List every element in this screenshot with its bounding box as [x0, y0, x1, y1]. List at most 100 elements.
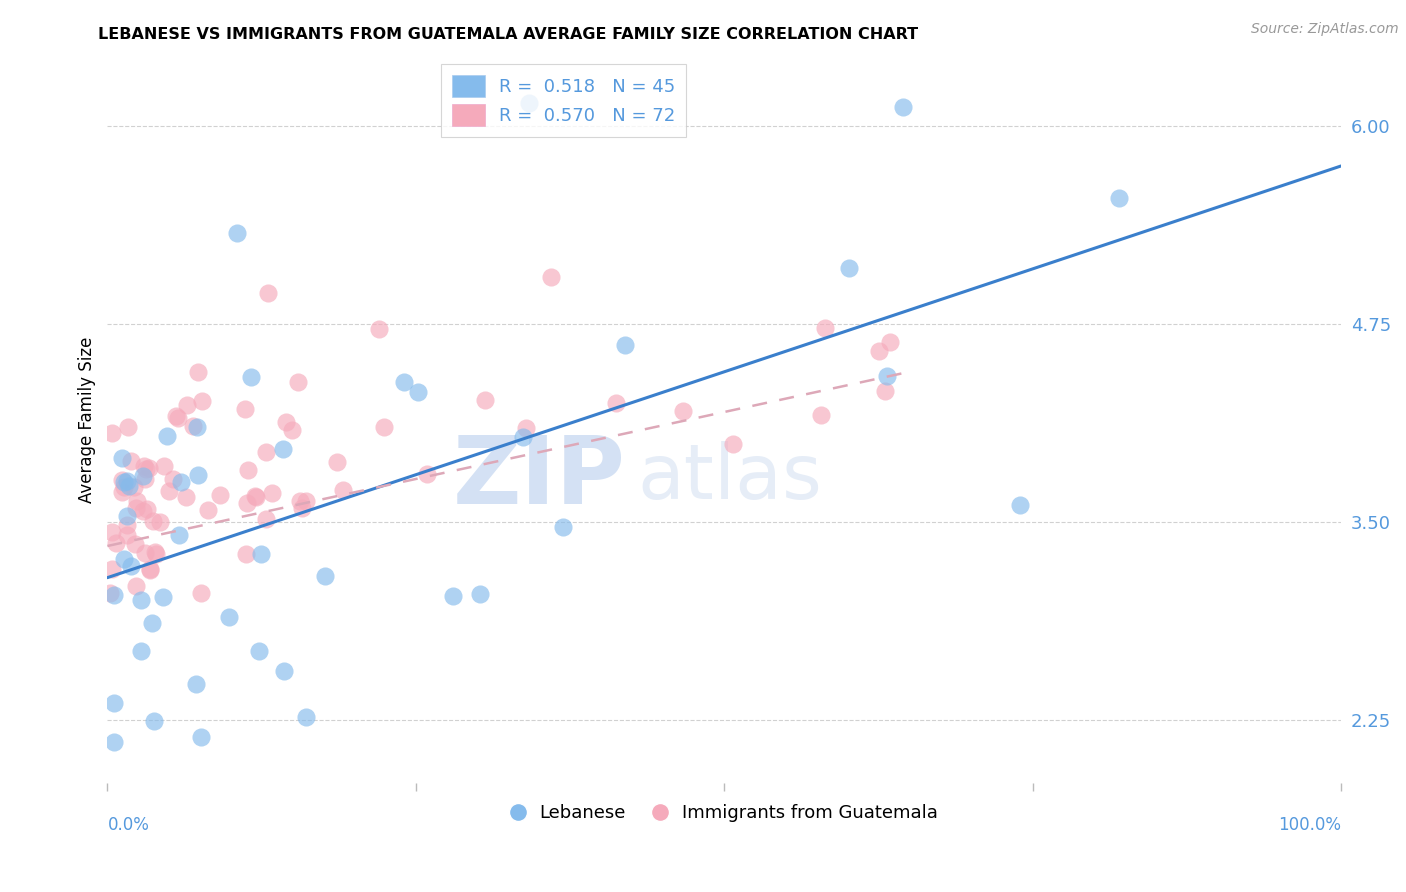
Point [139, 562, 162, 576]
Point [145, 547, 167, 561]
Point [614, 337, 637, 351]
Point [295, 710, 318, 724]
Point [112, 551, 135, 566]
Point [100, 426, 122, 441]
Point [135, 462, 157, 476]
Point [235, 548, 257, 562]
Point [873, 384, 896, 398]
Point [131, 592, 153, 607]
Point [115, 518, 138, 533]
Point [138, 461, 160, 475]
Point [672, 403, 695, 417]
Point [134, 546, 156, 560]
Point [373, 420, 395, 434]
Point [122, 480, 145, 494]
Point [868, 343, 890, 358]
Point [273, 664, 295, 678]
Point [132, 504, 155, 518]
Point [197, 502, 219, 516]
Point [103, 734, 125, 748]
Point [295, 494, 318, 508]
Text: 100.0%: 100.0% [1278, 816, 1341, 834]
Text: Source: ZipAtlas.com: Source: ZipAtlas.com [1251, 22, 1399, 37]
Point [101, 562, 124, 576]
Point [190, 730, 212, 744]
Point [838, 261, 860, 276]
Point [287, 375, 309, 389]
Point [131, 644, 153, 658]
Point [174, 490, 197, 504]
Point [1108, 191, 1130, 205]
Point [254, 512, 277, 526]
Point [814, 320, 837, 334]
Point [367, 322, 389, 336]
Point [416, 467, 439, 481]
Point [721, 436, 744, 450]
Point [1010, 498, 1032, 512]
Point [152, 590, 174, 604]
Point [141, 616, 163, 631]
Point [117, 527, 139, 541]
Point [139, 563, 162, 577]
Point [208, 488, 231, 502]
Point [262, 485, 284, 500]
Point [115, 508, 138, 523]
Point [118, 479, 141, 493]
Point [134, 458, 156, 473]
Point [250, 547, 273, 561]
Point [235, 402, 257, 417]
Point [165, 409, 187, 424]
Point [468, 587, 491, 601]
Point [124, 537, 146, 551]
Point [110, 473, 132, 487]
Point [98, 586, 121, 600]
Legend: Lebanese, Immigrants from Guatemala: Lebanese, Immigrants from Guatemala [503, 797, 945, 829]
Point [332, 483, 354, 498]
Point [314, 568, 336, 582]
Point [184, 677, 207, 691]
Point [153, 459, 176, 474]
Point [247, 644, 270, 658]
Point [605, 396, 627, 410]
Point [111, 484, 134, 499]
Point [256, 285, 278, 300]
Point [101, 524, 124, 539]
Point [143, 545, 166, 559]
Point [125, 494, 148, 508]
Point [120, 454, 142, 468]
Point [515, 421, 537, 435]
Point [149, 515, 172, 529]
Point [236, 495, 259, 509]
Point [136, 502, 159, 516]
Point [187, 366, 209, 380]
Point [162, 472, 184, 486]
Point [190, 586, 212, 600]
Point [512, 430, 534, 444]
Point [276, 415, 298, 429]
Point [236, 463, 259, 477]
Point [120, 559, 142, 574]
Point [111, 450, 134, 465]
Point [540, 269, 562, 284]
Point [105, 536, 128, 550]
Point [112, 480, 135, 494]
Point [281, 423, 304, 437]
Point [103, 588, 125, 602]
Point [876, 368, 898, 383]
Point [186, 419, 208, 434]
Point [132, 468, 155, 483]
Point [273, 442, 295, 457]
Point [517, 95, 540, 110]
Point [125, 500, 148, 515]
Point [245, 490, 267, 504]
Text: ZIP: ZIP [453, 432, 626, 524]
Point [226, 227, 249, 241]
Point [176, 398, 198, 412]
Point [170, 475, 193, 489]
Point [254, 445, 277, 459]
Text: 0.0%: 0.0% [107, 816, 149, 834]
Point [291, 500, 314, 515]
Point [326, 455, 349, 469]
Point [125, 579, 148, 593]
Point [474, 393, 496, 408]
